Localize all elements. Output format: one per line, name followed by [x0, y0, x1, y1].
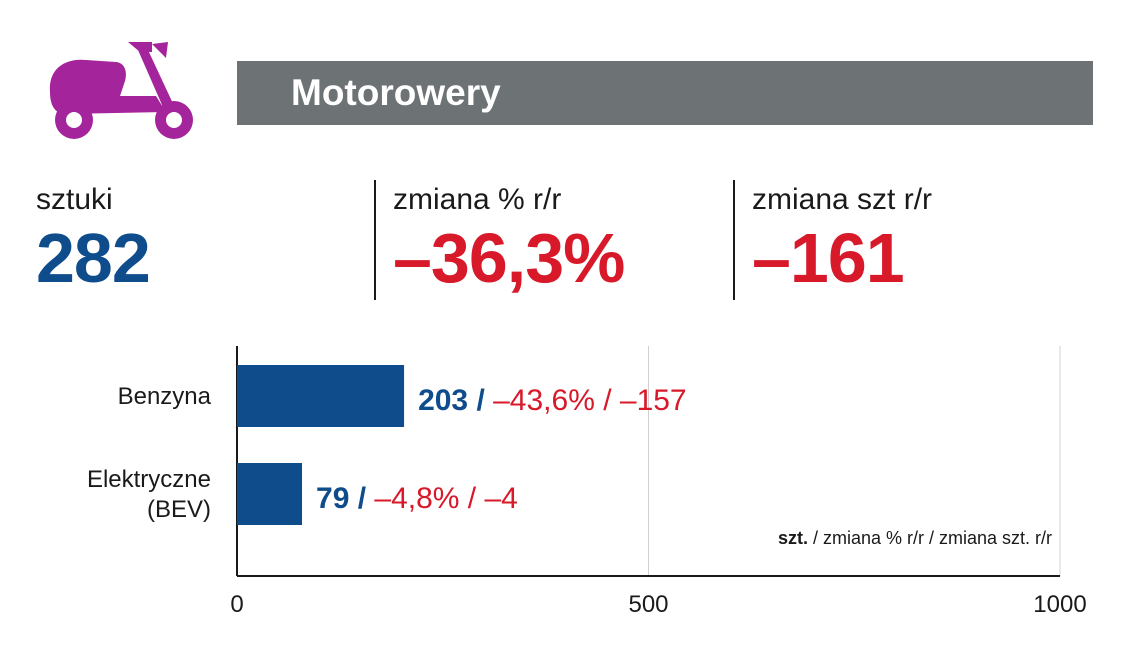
stat-pct-change: zmiana % r/r –36,3% [393, 182, 625, 297]
stat-pct-change-label: zmiana % r/r [393, 183, 562, 216]
stat-pct-change-value: –36,3% [393, 219, 625, 297]
category-label: Elektryczne (BEV) [87, 466, 211, 523]
data-label: 203 / –43,6% / –157 [418, 384, 687, 417]
scooter-icon [49, 42, 193, 139]
stat-abs-change-value: –161 [752, 219, 905, 297]
bar [237, 463, 303, 525]
stat-units-label: sztuki [36, 183, 113, 216]
x-tick-label: 500 [628, 591, 668, 618]
data-label: 79 / –4,8% / –4 [316, 482, 518, 515]
bar-chart: 0 500 1000 Benzyna 203 / –43,6% / –157 Elektr… [87, 346, 1087, 618]
stat-divider [374, 180, 376, 300]
x-tick-label: 0 [230, 591, 243, 618]
stat-abs-change: zmiana szt r/r –161 [752, 182, 932, 296]
stat-abs-change-label: zmiana szt r/r [752, 183, 933, 216]
header-bar: Motorowery [237, 61, 1093, 125]
bar [237, 365, 405, 427]
x-tick-label: 1000 [1033, 591, 1086, 618]
page-title: Motorowery [291, 72, 501, 113]
category-label: Benzyna [118, 383, 212, 410]
stat-units-value: 282 [36, 219, 151, 297]
stat-divider [733, 180, 735, 300]
stat-units: sztuki 282 [36, 182, 151, 297]
chart-note: szt. / zmiana % r/r / zmiana szt. r/r [778, 528, 1052, 548]
